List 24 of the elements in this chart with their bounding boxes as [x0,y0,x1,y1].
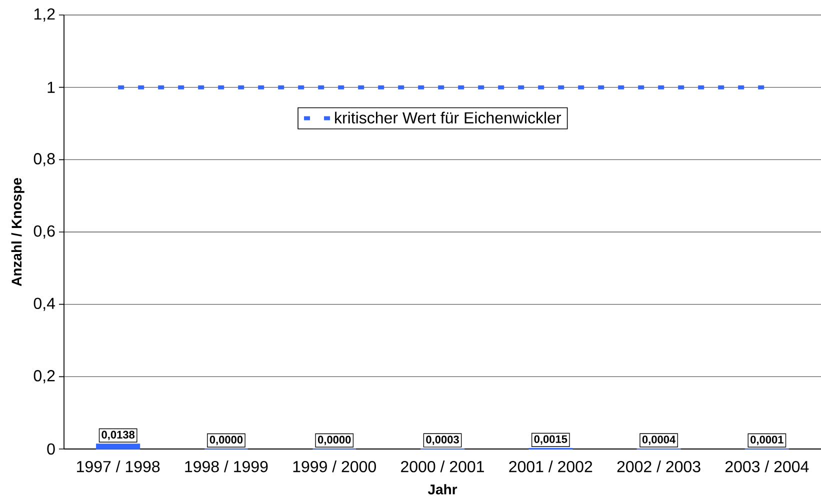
data-label: 0,0015 [534,435,568,445]
data-label: 0,0000 [210,436,243,446]
y-tick-label: 0,6 [34,225,55,239]
x-tick-label: 1998 / 1999 [185,460,268,472]
data-label: 0,0000 [318,436,351,446]
data-label: 0,0004 [642,436,676,446]
y-tick-label: 1,2 [34,8,55,22]
x-tick-label: 2000 / 2001 [401,460,484,472]
y-tick-label: 0 [47,443,55,455]
data-label: 0,0001 [750,436,784,446]
y-axis-title: Anzahl / Knospe [11,178,24,286]
x-axis-title: Jahr [428,484,458,494]
x-tick-label: 1999 / 2000 [293,460,376,472]
data-label: 0,0003 [426,436,459,446]
y-tick-label: 0,8 [34,153,55,166]
x-tick-label: 2001 / 2002 [509,460,592,472]
y-tick-label: 0,4 [34,298,55,311]
x-tick-label: 1997 / 1998 [77,460,160,472]
x-tick-label: 2003 / 2004 [725,460,809,472]
legend-label: kritischer Wert für Eichenwickler [335,112,562,124]
x-tick-label: 2002 / 2003 [617,460,700,472]
y-tick-label: 1 [48,82,55,93]
data-label: 0,0138 [102,430,135,440]
y-tick-label: 0,2 [34,370,55,384]
